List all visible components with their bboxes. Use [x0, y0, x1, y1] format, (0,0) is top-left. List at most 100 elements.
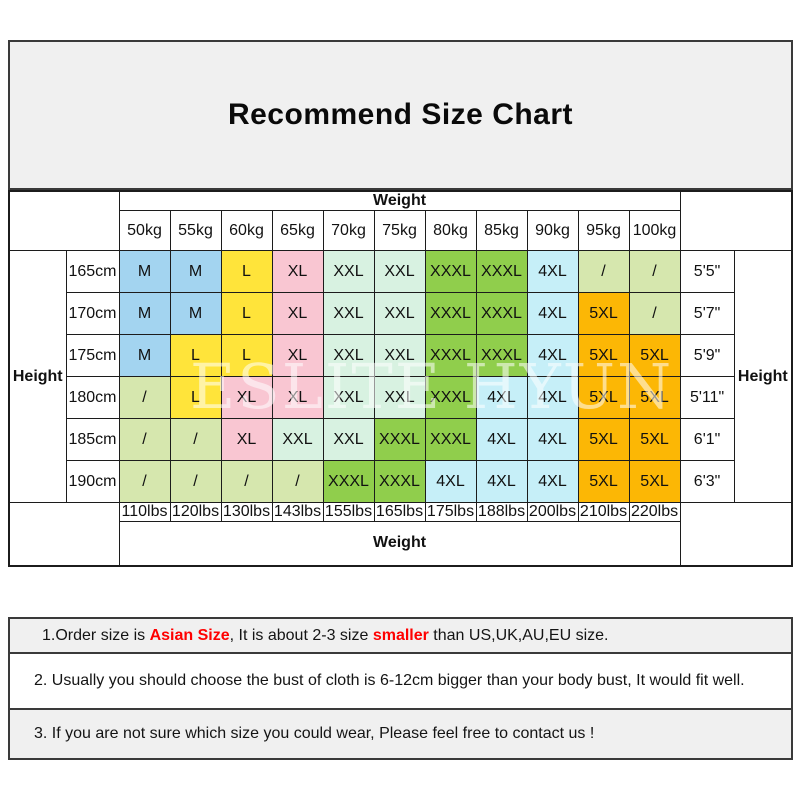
- weight-label-bottom: Weight: [118, 521, 681, 566]
- size-cell: 4XL: [526, 250, 579, 293]
- kg-header-cell: 95kg: [577, 210, 630, 251]
- size-cell: 5XL: [628, 460, 681, 503]
- weight-label-top: Weight: [118, 190, 681, 211]
- height-cm-cell: 175cm: [65, 334, 120, 377]
- corner-bottom-right: [679, 502, 793, 566]
- kg-header-cell: 80kg: [424, 210, 477, 251]
- size-cell: M: [118, 292, 171, 335]
- lbs-header-cell: 130lbs: [220, 502, 273, 522]
- size-cell: XXXL: [475, 250, 528, 293]
- size-cell: XXXL: [424, 376, 477, 419]
- corner-top-left: [8, 190, 120, 251]
- note-segment: 3. If you are not sure which size you co…: [34, 725, 595, 742]
- size-cell: L: [169, 334, 222, 377]
- size-cell: 4XL: [424, 460, 477, 503]
- height-cm-cell: 190cm: [65, 460, 120, 503]
- lbs-header-cell: 120lbs: [169, 502, 222, 522]
- size-chart-table: Weight 50kg 55kg 60kg 65kg 70kg 75kg 80kg 85kg 90…: [8, 190, 794, 567]
- size-cell: XXXL: [424, 418, 477, 461]
- size-cell: XXXL: [373, 460, 426, 503]
- lbs-header-cell: 110lbs: [118, 502, 171, 522]
- size-cell: XL: [271, 250, 324, 293]
- height-ft-cell: 5'7": [679, 292, 735, 335]
- size-cell: XXXL: [475, 292, 528, 335]
- note-3-text: 3. If you are not sure which size you co…: [34, 725, 594, 743]
- lbs-header-cell: 200lbs: [526, 502, 579, 522]
- size-cell: XXXL: [322, 460, 375, 503]
- size-cell: 5XL: [577, 292, 630, 335]
- kg-header-cell: 75kg: [373, 210, 426, 251]
- corner-bottom-left: [8, 502, 120, 566]
- size-cell: L: [220, 292, 273, 335]
- note-contact-us: 3. If you are not sure which size you co…: [8, 708, 793, 760]
- kg-header-cell: 65kg: [271, 210, 324, 251]
- lbs-header-cell: 143lbs: [271, 502, 324, 522]
- size-cell: 5XL: [628, 418, 681, 461]
- size-cell: XXL: [373, 292, 426, 335]
- size-cell: /: [118, 376, 171, 419]
- height-ft-cell: 5'5": [679, 250, 735, 293]
- height-ft-cell: 5'9": [679, 334, 735, 377]
- height-label-left: Height: [8, 250, 67, 503]
- size-cell: XXXL: [424, 334, 477, 377]
- height-ft-cell: 6'3": [679, 460, 735, 503]
- kg-header-cell: 85kg: [475, 210, 528, 251]
- size-cell: L: [169, 376, 222, 419]
- size-cell: /: [628, 292, 681, 335]
- corner-top-right: [679, 190, 793, 251]
- note-bust-advice: 2. Usually you should choose the bust of…: [8, 652, 793, 710]
- size-cell: 4XL: [475, 418, 528, 461]
- note-segment: , It is about 2-3 size: [229, 626, 373, 644]
- note-segment: than US,UK,AU,EU size.: [428, 626, 609, 644]
- note-highlight: smaller: [372, 626, 429, 644]
- page-title: Recommend Size Chart: [227, 98, 574, 131]
- size-cell: XXL: [373, 334, 426, 377]
- height-ft-cell: 6'1": [679, 418, 735, 461]
- size-cell: /: [271, 460, 324, 503]
- size-cell: 4XL: [526, 376, 579, 419]
- size-cell: /: [169, 460, 222, 503]
- size-cell: L: [220, 250, 273, 293]
- kg-header-cell: 70kg: [322, 210, 375, 251]
- size-cell: 5XL: [628, 376, 681, 419]
- size-cell: 4XL: [475, 376, 528, 419]
- height-cm-cell: 170cm: [65, 292, 120, 335]
- size-cell: XXL: [322, 418, 375, 461]
- title-panel: Recommend Size Chart: [8, 40, 793, 190]
- lbs-header-cell: 220lbs: [628, 502, 681, 522]
- size-cell: XXL: [322, 334, 375, 377]
- size-cell: /: [220, 460, 273, 503]
- size-cell: XXL: [322, 376, 375, 419]
- size-cell: 4XL: [526, 292, 579, 335]
- kg-header-cell: 60kg: [220, 210, 273, 251]
- size-cell: 5XL: [628, 334, 681, 377]
- size-cell: /: [118, 418, 171, 461]
- size-cell: 4XL: [526, 334, 579, 377]
- height-ft-cell: 5'11": [679, 376, 735, 419]
- lbs-header-cell: 175lbs: [424, 502, 477, 522]
- lbs-header-cell: 210lbs: [577, 502, 630, 522]
- size-cell: 4XL: [526, 460, 579, 503]
- note-segment: 1.Order size is: [42, 626, 150, 644]
- note-asian-size: 1.Order size is Asian Size, It is about …: [8, 617, 793, 654]
- lbs-header-cell: 165lbs: [373, 502, 426, 522]
- size-cell: 4XL: [526, 418, 579, 461]
- size-cell: M: [118, 250, 171, 293]
- size-cell: XXL: [322, 250, 375, 293]
- size-cell: XXXL: [424, 250, 477, 293]
- size-cell: /: [628, 250, 681, 293]
- size-cell: XL: [271, 292, 324, 335]
- height-label-right: Height: [733, 250, 793, 503]
- lbs-header-cell: 155lbs: [322, 502, 375, 522]
- size-cell: XXXL: [475, 334, 528, 377]
- kg-header-cell: 55kg: [169, 210, 222, 251]
- size-cell: /: [169, 418, 222, 461]
- size-chart-table-wrap: Weight 50kg 55kg 60kg 65kg 70kg 75kg 80kg 85kg 90…: [8, 190, 794, 567]
- lbs-header-cell: 188lbs: [475, 502, 528, 522]
- size-cell: XXL: [322, 292, 375, 335]
- size-cell: XL: [220, 418, 273, 461]
- kg-header-cell: 90kg: [526, 210, 579, 251]
- note-segment: 2. Usually you should choose the bust of…: [34, 672, 745, 689]
- size-cell: /: [118, 460, 171, 503]
